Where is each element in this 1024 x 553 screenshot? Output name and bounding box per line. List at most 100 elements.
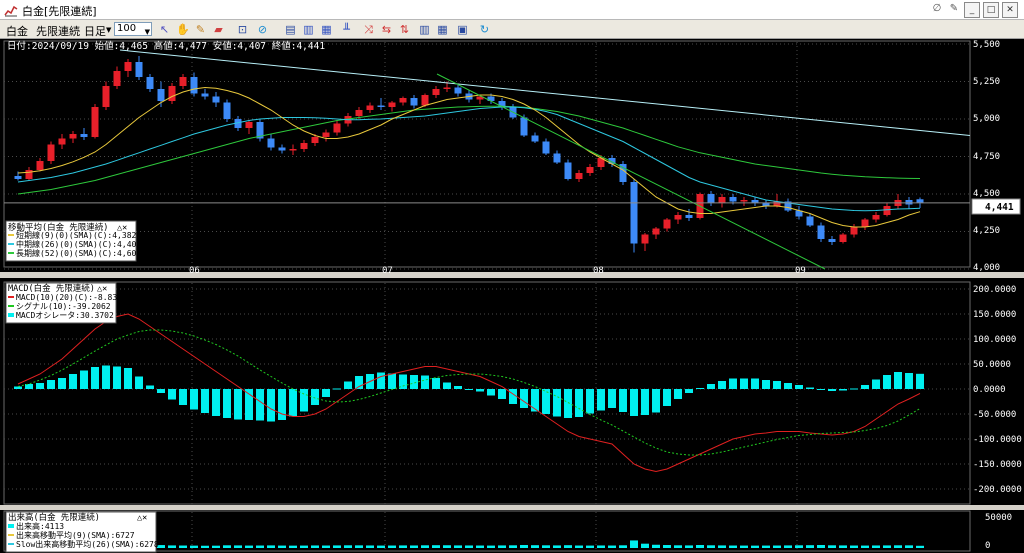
oscillator-bar: [300, 389, 308, 412]
candle-body: [476, 96, 484, 100]
crosshair-icon[interactable]: ⊡: [237, 23, 248, 36]
volume-bar: [487, 545, 495, 548]
volume-bar: [421, 545, 429, 548]
period-dropdown[interactable]: 日足: [84, 25, 106, 38]
candle-body: [619, 164, 627, 182]
toolbar: 白金 先限連続 日足 ▼ 100 ▼ ↖ ✋ ✎ ▰ ⊡ ⊘ ▤ ▥ ▦ ╨ ⤨ …: [0, 20, 1024, 39]
candle-body: [212, 96, 220, 103]
x-tick-06: 06: [189, 266, 200, 276]
window-controls: ∅ ✎ _ □ ✕: [930, 2, 1018, 18]
volume-bar: [190, 545, 198, 548]
candle-body: [91, 107, 99, 137]
mid-ma-label: 中期線(26)(0)(SMA)(C):4,405: [16, 239, 141, 249]
period-dropdown-arrow-icon[interactable]: ▼: [106, 26, 112, 34]
oscillator-bar: [454, 386, 462, 389]
oscillator-bar: [762, 380, 770, 389]
candle-body: [630, 182, 638, 244]
volume-label: 出来高:4113: [16, 521, 64, 531]
chart-canvas[interactable]: 日付:2024/09/19 始値:4,465 高値:4,477 安値:4,407…: [0, 39, 1024, 553]
hand-icon[interactable]: ✋: [176, 23, 190, 36]
long-ma-line: [17, 105, 921, 195]
maximize-button[interactable]: □: [983, 2, 999, 18]
candle-body: [861, 219, 869, 227]
split-icon[interactable]: ⇅: [399, 23, 410, 36]
oscillator-bar: [641, 389, 649, 415]
bar-chart-icon[interactable]: ▤: [285, 23, 296, 36]
indicator-icon[interactable]: ▦: [321, 23, 332, 36]
oscillator-bar: [36, 383, 44, 389]
range-icon[interactable]: ⇆: [381, 23, 392, 36]
close-button[interactable]: ✕: [1002, 2, 1018, 18]
zoom-icon[interactable]: ⊘: [257, 23, 268, 36]
count-input[interactable]: 100 ▼: [114, 22, 152, 36]
volume-bar: [179, 545, 187, 548]
splitter-1[interactable]: [0, 272, 1024, 278]
candle-body: [311, 137, 319, 143]
volume-bar: [883, 545, 891, 548]
cursor-icon[interactable]: ↖: [159, 23, 170, 36]
oscillator-bar: [47, 380, 55, 389]
svg-text:0: 0: [985, 541, 990, 551]
oscillator-bar: [795, 385, 803, 389]
minimize-button[interactable]: _: [964, 2, 980, 18]
oscillator-bar: [388, 373, 396, 389]
line-chart-icon[interactable]: ╨: [343, 23, 350, 36]
compare-icon[interactable]: ⤨: [364, 23, 373, 36]
volume-legend-title: 出来高(白金 先限連続): [8, 512, 100, 523]
candle-body: [531, 135, 539, 142]
grid-icon[interactable]: ▥: [419, 23, 430, 36]
print-icon[interactable]: ▣: [457, 23, 468, 36]
edit-icon[interactable]: ✎: [949, 3, 959, 14]
volume-bar: [828, 545, 836, 548]
candle-body: [234, 119, 242, 128]
eraser-icon[interactable]: ▰: [214, 23, 223, 36]
candle-body: [762, 203, 770, 206]
signal-label: シグナル(10):-39.2062: [16, 301, 111, 311]
candle-body: [289, 149, 297, 151]
x-tick-07: 07: [382, 266, 393, 276]
oscillator-bar: [25, 384, 33, 389]
volume-bar: [564, 545, 572, 548]
oscillator-bar: [201, 389, 209, 413]
volume-bar: [432, 545, 440, 548]
candle-body: [586, 167, 594, 173]
volume-bar: [652, 544, 660, 548]
volume-ma-label: 出来高移動平均(9)(SMA):6727: [16, 530, 135, 540]
candle-body: [25, 170, 33, 179]
candle-body: [564, 162, 572, 179]
volume-bar: [762, 545, 770, 548]
ma-legend[interactable]: 移動平均(白金 先限連続) △✕ 短期線(9)(0)(SMA)(C):4,382…: [5, 220, 141, 262]
candle-body: [14, 176, 22, 179]
volume-bar: [663, 545, 671, 548]
volume-bar: [476, 545, 484, 548]
table-icon[interactable]: ▦: [437, 23, 448, 36]
trendline: [436, 73, 826, 270]
oscillator-bar: [586, 389, 594, 414]
candle-body: [608, 158, 616, 164]
count-dropdown-arrow-icon[interactable]: ▼: [144, 28, 150, 36]
chart-app-icon: [4, 5, 18, 17]
instrument-label[interactable]: 白金: [6, 25, 28, 38]
candle-body: [916, 199, 924, 203]
pencil-icon[interactable]: ✎: [195, 23, 206, 36]
volume-bar: [223, 545, 231, 548]
link-icon[interactable]: ∅: [932, 3, 942, 14]
candle-icon[interactable]: ▥: [303, 23, 314, 36]
trendline: [119, 49, 971, 136]
volume-legend[interactable]: 出来高(白金 先限連続) △✕ 出来高:4113 出来高移動平均(9)(SMA)…: [5, 511, 159, 553]
oscillator-bar: [883, 375, 891, 389]
oscillator-bar: [355, 376, 363, 389]
candle-body: [575, 173, 583, 179]
candle-body: [157, 89, 165, 101]
volume-bar: [817, 545, 825, 548]
macd-line: [17, 313, 921, 473]
refresh-icon[interactable]: ↻: [479, 23, 490, 36]
splitter-2[interactable]: [0, 505, 1024, 510]
oscillator-bar: [465, 389, 473, 390]
macd-legend[interactable]: MACD(白金 先限連続) △✕ MACD(10)(20)(C):-8.8359…: [5, 282, 127, 324]
contract-label[interactable]: 先限連続: [36, 25, 80, 38]
volume-bar: [201, 545, 209, 548]
candle-body: [377, 105, 385, 107]
candle-body: [69, 134, 77, 139]
oscillator-bar: [91, 367, 99, 389]
